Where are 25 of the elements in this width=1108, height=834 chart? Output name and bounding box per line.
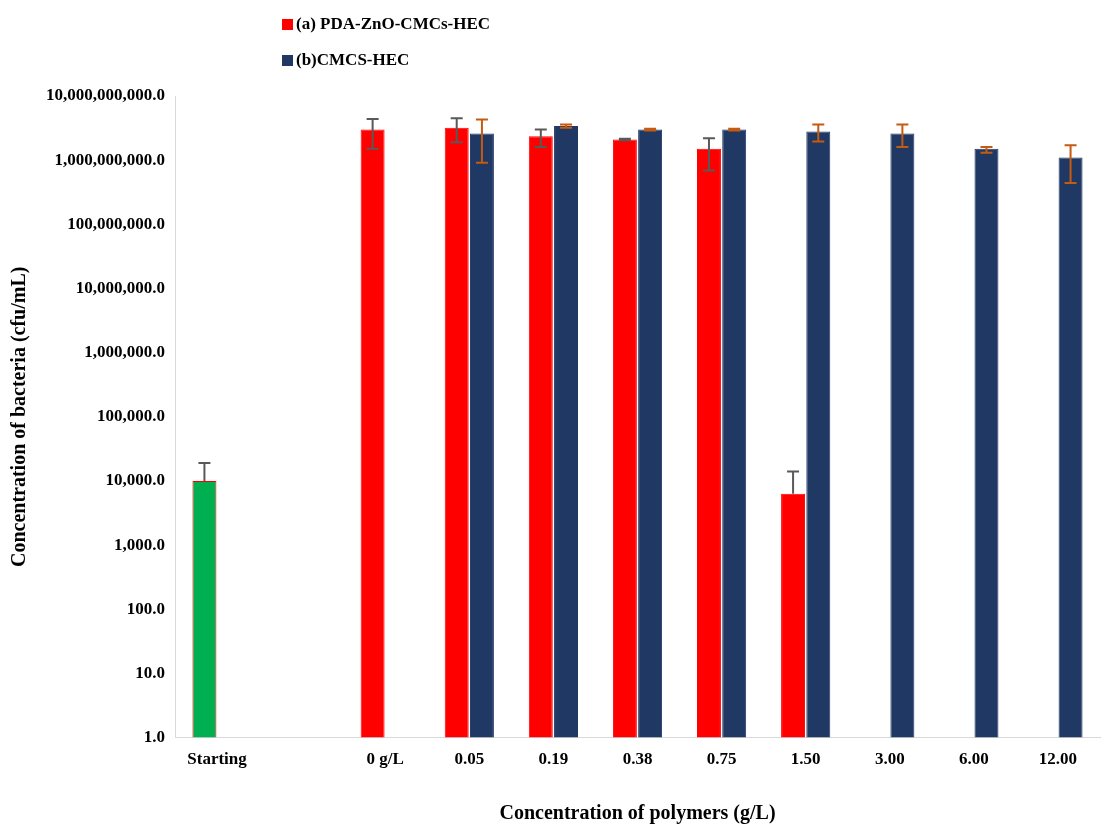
x-tick-label: 6.00 <box>958 749 989 769</box>
y-tick-label: 100,000,000.0 <box>67 213 165 233</box>
x-tick-label: 3.00 <box>874 749 905 769</box>
x-tick-label: 12.00 <box>1038 749 1078 769</box>
y-tick-label: 1,000,000.0 <box>84 342 165 362</box>
x-tick-label: 0.05 <box>454 749 485 769</box>
legend-label: (b)CMCS-HEC <box>296 50 410 70</box>
x-tick-label: Starting <box>187 749 248 769</box>
x-axis-title: Concentration of polymers (g/L) <box>499 801 776 825</box>
y-tick-label: 100.0 <box>126 598 165 618</box>
y-tick-label: 10.0 <box>135 662 165 682</box>
x-tick-label: 0.75 <box>706 749 737 769</box>
y-axis-title: Concentration of bacteria (cfu/mL) <box>7 266 31 568</box>
x-tick-label: 0.19 <box>538 749 569 769</box>
x-tick-label: 1.50 <box>790 749 821 769</box>
y-tick-label: 1.0 <box>143 726 165 746</box>
y-tick-label: 10,000.0 <box>105 470 165 490</box>
x-tick-label: 0 g/L <box>366 749 404 769</box>
y-tick-label: 1,000,000,000.0 <box>54 149 165 169</box>
y-tick-label: 10,000,000,000.0 <box>46 85 165 105</box>
y-tick-label: 10,000,000.0 <box>75 277 165 297</box>
legend-label: (a) PDA-ZnO-CMCs-HEC <box>296 14 491 34</box>
x-tick-label: 0.38 <box>622 749 653 769</box>
y-tick-label: 100,000.0 <box>97 406 165 426</box>
y-tick-label: 1,000.0 <box>114 534 165 554</box>
